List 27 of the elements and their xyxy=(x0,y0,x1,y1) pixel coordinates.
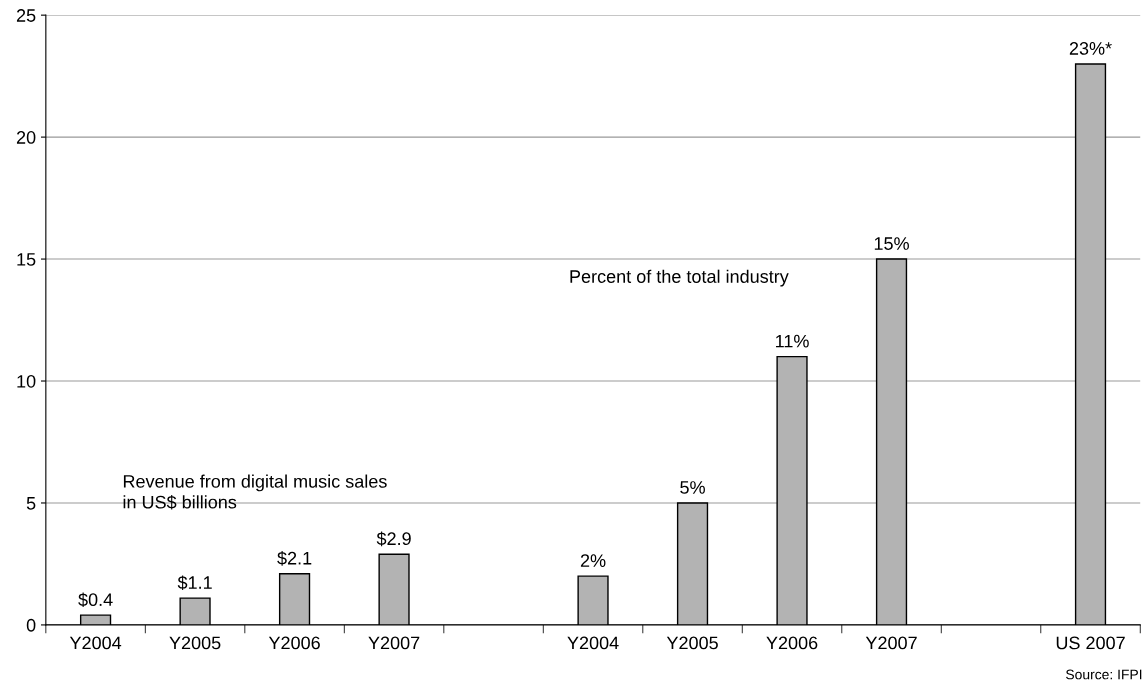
data-label: $0.4 xyxy=(78,592,113,608)
x-tick-label: Y2005 xyxy=(666,636,718,650)
data-label: 11% xyxy=(776,334,809,348)
y-tick-label: 15 xyxy=(17,253,36,266)
annotation: Percent of the total industry xyxy=(570,269,789,287)
x-tick-label: Y2006 xyxy=(766,636,818,650)
y-tick-label: 10 xyxy=(17,374,36,388)
y-tick-label: 25 xyxy=(16,9,36,22)
source-note: Source: IFPI xyxy=(1066,669,1142,680)
y-tick-label: 0 xyxy=(26,618,36,632)
x-tick-label: Y2006 xyxy=(268,636,320,650)
data-label: 5% xyxy=(680,481,705,494)
data-label: $1.1 xyxy=(177,575,212,591)
x-tick-label: Y2004 xyxy=(69,636,122,650)
annotation: Revenue from digital music sales in US$ billions xyxy=(123,474,387,510)
x-tick-label: US 2007 xyxy=(1056,636,1125,650)
y-tick-label: 20 xyxy=(16,131,36,144)
data-label: 15% xyxy=(874,237,909,250)
data-label: 2% xyxy=(580,554,606,567)
data-label: 23%* xyxy=(1069,42,1112,55)
data-label: $2.1 xyxy=(277,551,312,566)
data-label: $2.9 xyxy=(376,531,411,547)
x-tick-label: Y2007 xyxy=(865,636,917,650)
x-tick-label: Y2005 xyxy=(169,636,221,650)
x-tick-label: Y2004 xyxy=(567,636,619,650)
y-tick-label: 5 xyxy=(26,497,36,510)
x-tick-label: Y2007 xyxy=(368,636,420,650)
